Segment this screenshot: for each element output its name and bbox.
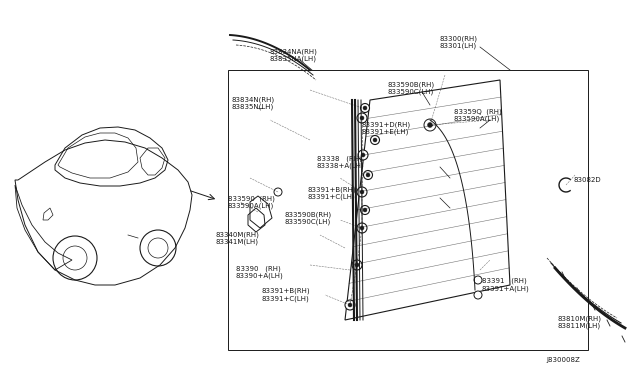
Text: 83391+D(RH)
83391+E(LH): 83391+D(RH) 83391+E(LH) (362, 121, 411, 135)
Text: 83390   (RH)
83390+A(LH): 83390 (RH) 83390+A(LH) (236, 265, 284, 279)
Circle shape (345, 300, 355, 310)
Circle shape (357, 223, 367, 233)
Text: 83338   (RH)
83338+A(LH): 83338 (RH) 83338+A(LH) (317, 155, 365, 169)
Circle shape (360, 103, 369, 112)
Circle shape (366, 173, 370, 177)
Circle shape (357, 113, 367, 123)
Circle shape (360, 190, 364, 194)
Text: 83300(RH)
83301(LH): 83300(RH) 83301(LH) (440, 35, 478, 49)
Text: 83391+B(RH)
83391+C(LH): 83391+B(RH) 83391+C(LH) (262, 288, 310, 302)
Bar (228, 70, 588, 350)
Text: 833590B(RH)
833590C(LH): 833590B(RH) 833590C(LH) (388, 81, 435, 95)
Text: 83810M(RH)
83811M(LH): 83810M(RH) 83811M(LH) (558, 315, 602, 329)
Text: 833590B(RH)
833590C(LH): 833590B(RH) 833590C(LH) (285, 211, 332, 225)
Circle shape (355, 263, 359, 267)
Circle shape (373, 138, 377, 142)
Circle shape (348, 303, 352, 307)
Text: 83834N(RH)
83835N(LH): 83834N(RH) 83835N(LH) (232, 96, 275, 110)
Circle shape (361, 153, 365, 157)
Circle shape (352, 260, 362, 270)
Circle shape (474, 276, 482, 284)
Text: 83391+B(RH)
83391+C(LH): 83391+B(RH) 83391+C(LH) (308, 186, 356, 200)
Circle shape (428, 122, 433, 128)
Circle shape (274, 188, 282, 196)
Text: 83082D: 83082D (574, 177, 602, 183)
Circle shape (360, 205, 369, 215)
Circle shape (371, 135, 380, 144)
Text: 83340M(RH)
83341M(LH): 83340M(RH) 83341M(LH) (215, 231, 259, 245)
Text: 833590  (RH)
833590A(LH): 833590 (RH) 833590A(LH) (228, 195, 275, 209)
Circle shape (357, 187, 367, 197)
Circle shape (360, 116, 364, 120)
Text: 83391   (RH)
83391+A(LH): 83391 (RH) 83391+A(LH) (482, 278, 530, 292)
Text: 83359Q  (RH)
833590A(LH): 83359Q (RH) 833590A(LH) (454, 108, 502, 122)
Circle shape (363, 208, 367, 212)
Circle shape (364, 170, 372, 180)
Circle shape (474, 291, 482, 299)
Circle shape (363, 106, 367, 110)
Text: 83834NA(RH)
83835NA(LH): 83834NA(RH) 83835NA(LH) (270, 48, 318, 62)
Circle shape (360, 226, 364, 230)
Circle shape (424, 119, 436, 131)
Text: J830008Z: J830008Z (546, 357, 580, 363)
Circle shape (358, 150, 368, 160)
